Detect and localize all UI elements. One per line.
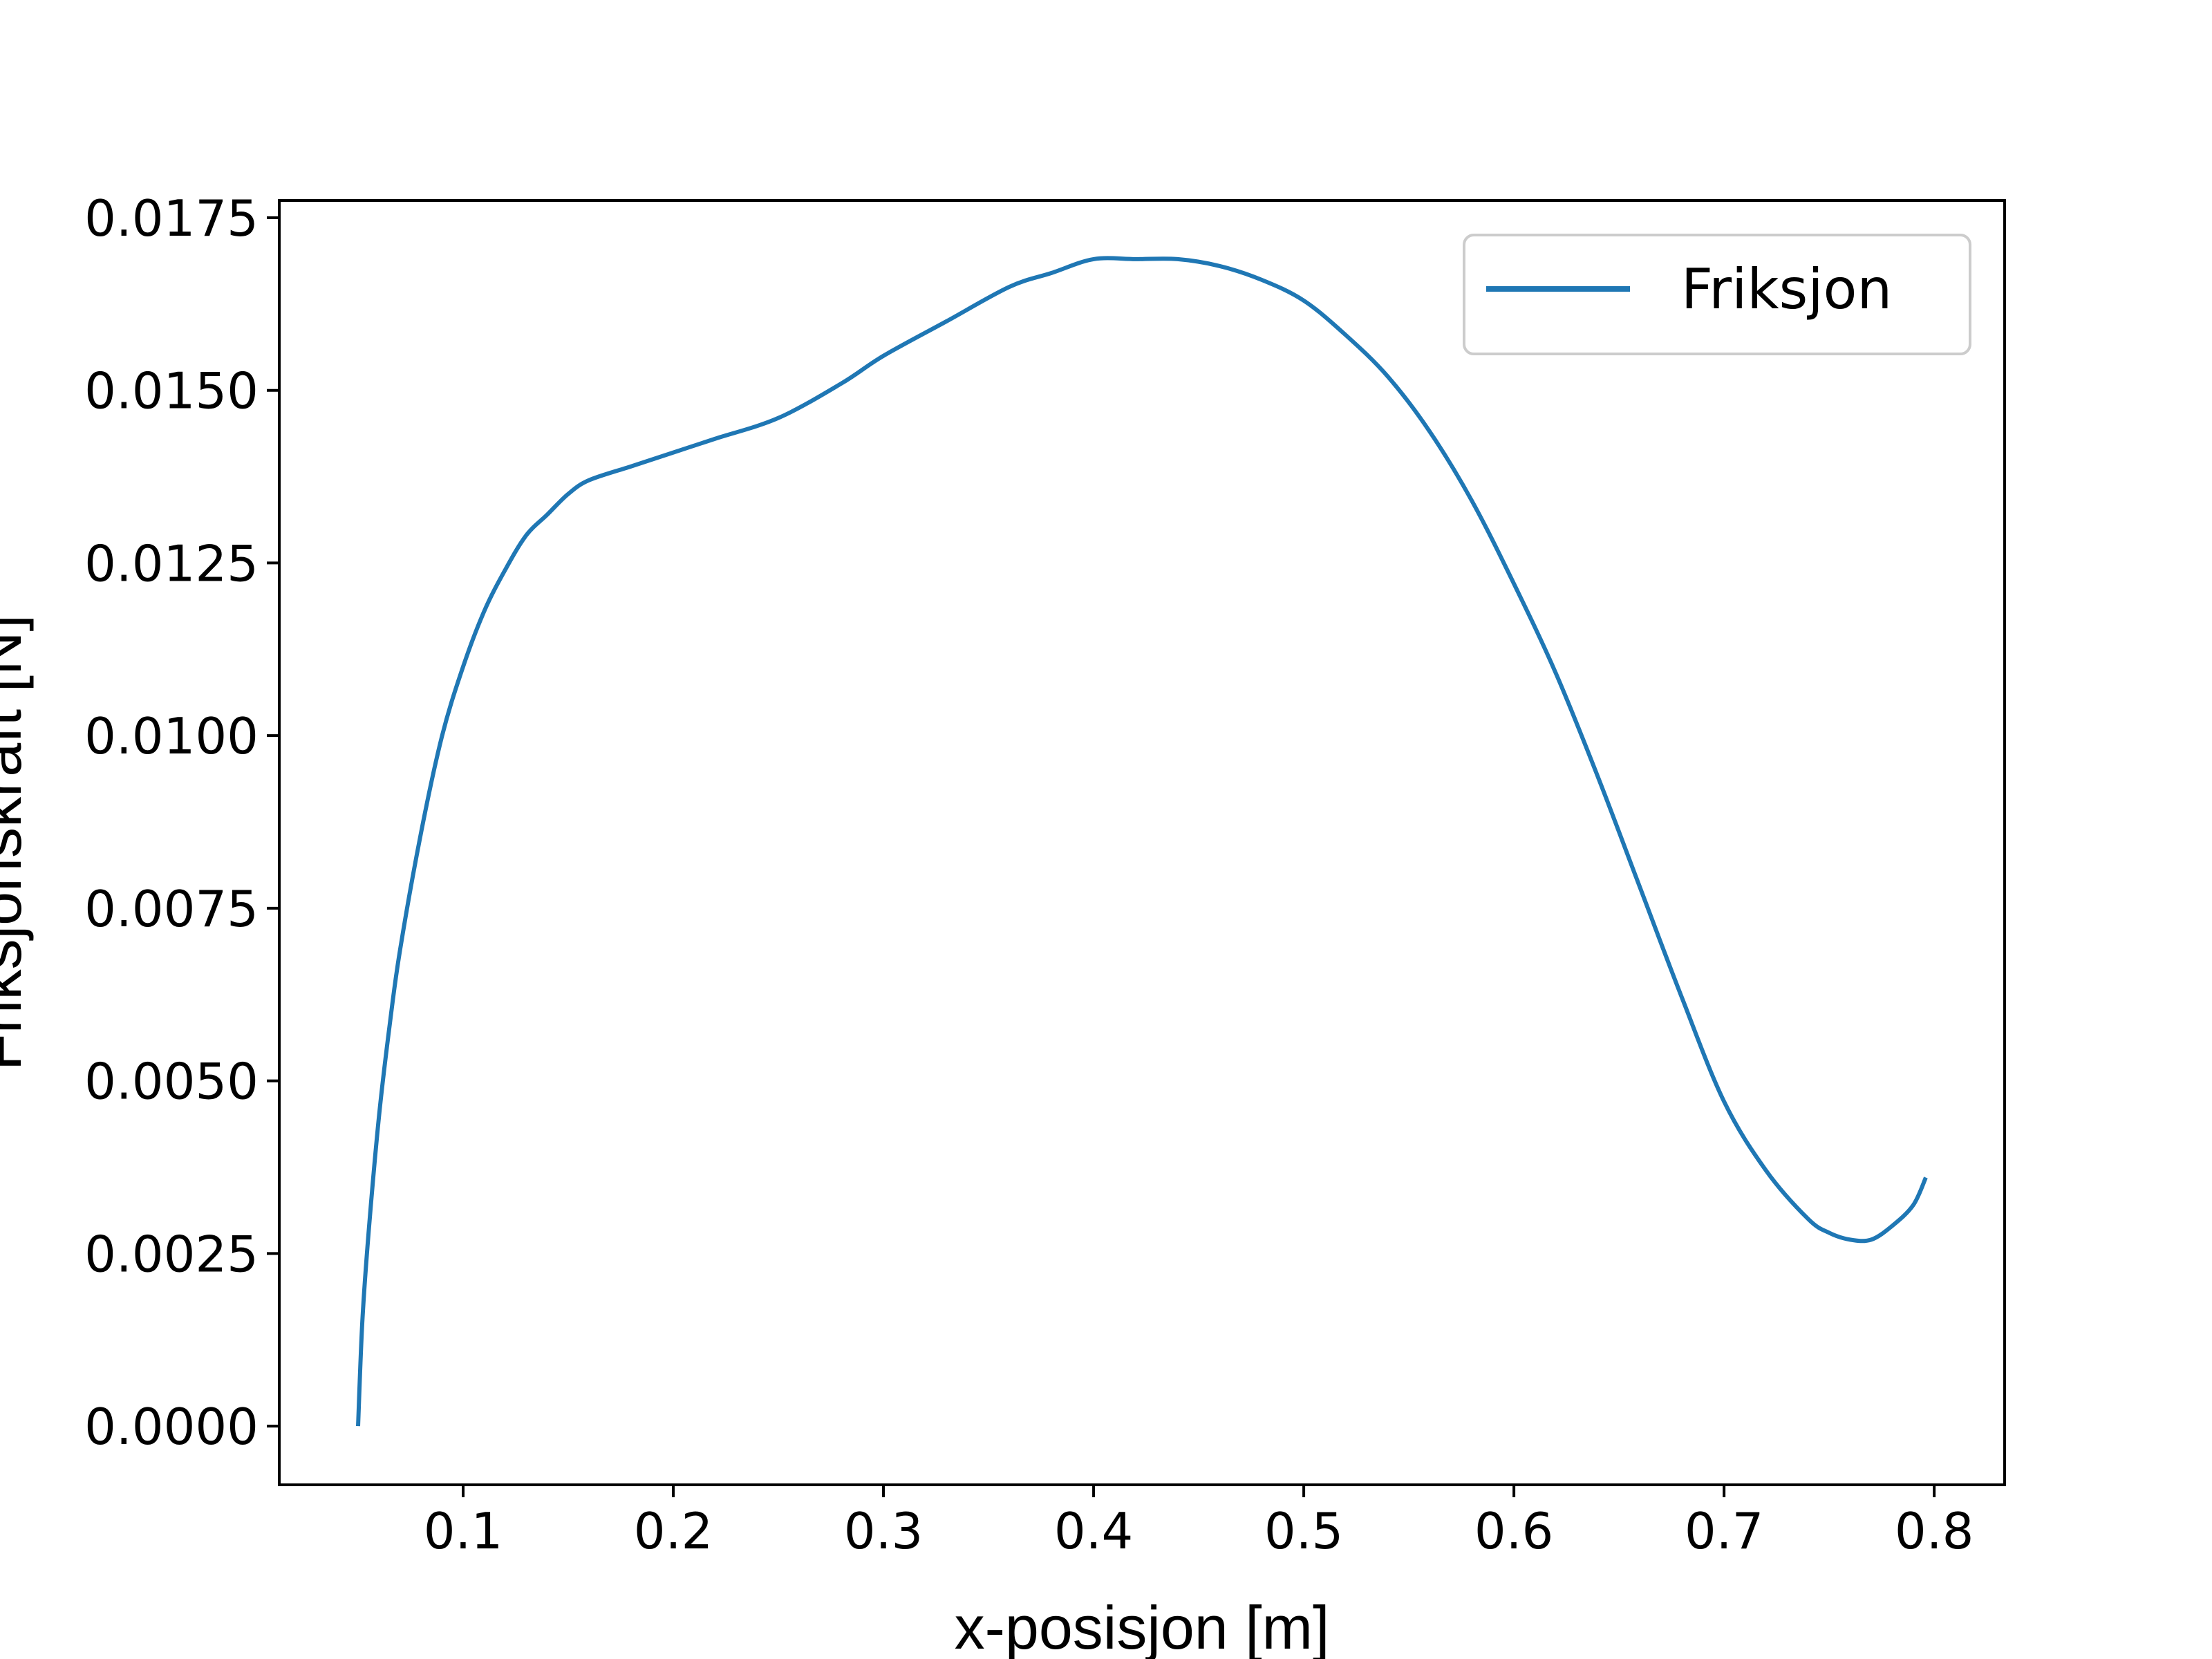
y-tick-label: 0.0050: [84, 1053, 259, 1111]
x-tick-label: 0.6: [1474, 1502, 1554, 1560]
series-layer: [356, 256, 1928, 1427]
y-axis-label: Friksjonskraft [N]: [0, 615, 34, 1071]
y-tick-label: 0.0000: [84, 1398, 259, 1456]
y-tick-label: 0.0175: [84, 189, 259, 247]
y-tick-label: 0.0150: [84, 362, 259, 420]
series-line-friksjon: [356, 256, 1928, 1427]
x-tick-label: 0.4: [1054, 1502, 1134, 1560]
x-tick-label: 0.5: [1264, 1502, 1344, 1560]
y-tick-label: 0.0100: [84, 707, 259, 765]
x-tick-label: 0.8: [1895, 1502, 1974, 1560]
x-tick-label: 0.1: [424, 1502, 503, 1560]
plot-frame: [278, 199, 2006, 1486]
plot-area: [279, 200, 2005, 1485]
y-tick-label: 0.0025: [84, 1225, 259, 1283]
legend: Friksjon: [1463, 234, 1971, 355]
x-axis-label: x-posisjon [m]: [955, 1593, 1330, 1659]
legend-box: [1463, 234, 1971, 355]
y-axis-ticks: 0.0000 0.0025 0.0050 0.0075 0.0100 0.0125 0.01…: [84, 189, 279, 1456]
y-tick-label: 0.0075: [84, 880, 259, 938]
x-tick-label: 0.7: [1685, 1502, 1764, 1560]
x-tick-label: 0.3: [844, 1502, 924, 1560]
legend-label-friksjon: Friksjon: [1681, 257, 1892, 321]
x-tick-label: 0.2: [634, 1502, 713, 1560]
y-tick-label: 0.0125: [84, 534, 259, 592]
x-axis-ticks: 0.1 0.2 0.3 0.4 0.5 0.6 0.7 0.8: [424, 1485, 1974, 1560]
